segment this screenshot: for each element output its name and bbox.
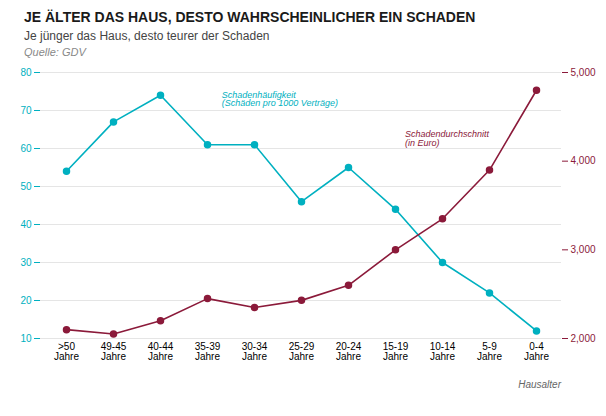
html-text:Je jünger das Haus, desto teur: Je jünger das Haus, desto teurer der Sch… (24, 29, 270, 43)
svg-text:70: 70 (20, 105, 32, 116)
svg-text:50: 50 (20, 181, 32, 192)
svg-text:35-39Jahre: 35-39Jahre (195, 341, 221, 362)
svg-text:3,000: 3,000 (571, 244, 596, 255)
svg-text:4,000: 4,000 (571, 155, 596, 166)
svg-text:10: 10 (20, 333, 32, 344)
svg-text:20: 20 (20, 295, 32, 306)
html-text:JE ÄLTER DAS HAUS, DESTO WAHRS: JE ÄLTER DAS HAUS, DESTO WAHRSCHEINLICHE… (24, 9, 476, 25)
svg-text:30-34Jahre: 30-34Jahre (242, 341, 268, 362)
svg-text:40: 40 (20, 219, 32, 230)
html-text:Quelle: GDV: Quelle: GDV (24, 46, 86, 58)
svg-text:Schadenhäufigkeit(Schäden pro: Schadenhäufigkeit(Schäden pro 1000 Vertr… (222, 90, 338, 109)
svg-text:10-14Jahre: 10-14Jahre (430, 341, 456, 362)
svg-text:25-29Jahre: 25-29Jahre (289, 341, 315, 362)
svg-text:0-4Jahre: 0-4Jahre (524, 341, 549, 362)
svg-text:5,000: 5,000 (571, 67, 596, 78)
svg-text:60: 60 (20, 143, 32, 154)
svg-text:5-9Jahre: 5-9Jahre (477, 341, 502, 362)
svg-text:40-44Jahre: 40-44Jahre (148, 341, 174, 362)
svg-text:80: 80 (20, 67, 32, 78)
svg-text:30: 30 (20, 257, 32, 268)
svg-text:Schadendurchschnitt(in Euro): Schadendurchschnitt(in Euro) (405, 129, 490, 148)
svg-text:2,000: 2,000 (571, 333, 596, 344)
html-text:Hausalter: Hausalter (518, 379, 561, 390)
svg-text:15-19Jahre: 15-19Jahre (383, 341, 409, 362)
svg-text:49-45Jahre: 49-45Jahre (101, 341, 127, 362)
svg-text:20-24Jahre: 20-24Jahre (336, 341, 362, 362)
svg-text:>50Jahre: >50Jahre (54, 341, 79, 362)
